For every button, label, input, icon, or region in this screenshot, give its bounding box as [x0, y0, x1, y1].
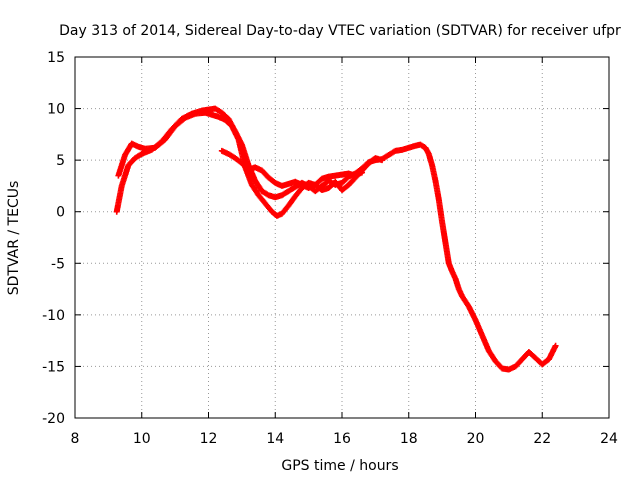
y-tick-label--5: -5 — [51, 256, 65, 272]
x-tick-label-22: 22 — [533, 431, 551, 447]
x-tick-label-12: 12 — [200, 431, 218, 447]
data-markers — [113, 105, 559, 373]
x-tick-label-14: 14 — [266, 431, 284, 447]
y-tick-label--15: -15 — [42, 359, 65, 375]
x-tick-label-20: 20 — [467, 431, 485, 447]
data-point — [552, 342, 559, 349]
chart-title: Day 313 of 2014, Sidereal Day-to-day VTE… — [59, 23, 621, 39]
x-tick-label-8: 8 — [71, 431, 80, 447]
series-trace-a — [113, 105, 559, 373]
data-point — [359, 169, 366, 176]
y-tick-label-5: 5 — [56, 153, 65, 169]
y-tick-label-15: 15 — [47, 50, 65, 66]
x-tick-label-24: 24 — [600, 431, 618, 447]
data-point — [379, 157, 386, 164]
axis-ticks — [74, 56, 610, 419]
y-axis-label: SDTVAR / TECUs — [6, 181, 22, 296]
x-axis-label: GPS time / hours — [281, 458, 398, 474]
y-tick-label--20: -20 — [42, 411, 65, 427]
y-tick-label--10: -10 — [42, 308, 65, 324]
series-trace-c — [218, 147, 366, 191]
grid-lines — [75, 57, 609, 418]
x-tick-label-10: 10 — [133, 431, 151, 447]
x-tick-label-16: 16 — [333, 431, 351, 447]
y-tick-label-0: 0 — [56, 205, 65, 221]
y-tick-label-10: 10 — [47, 102, 65, 118]
x-tick-label-18: 18 — [400, 431, 418, 447]
axis-tick-labels: 8 10 12 14 16 18 20 22 24 -20 -15 -10 -5 0 5 10 15 — [42, 50, 618, 447]
